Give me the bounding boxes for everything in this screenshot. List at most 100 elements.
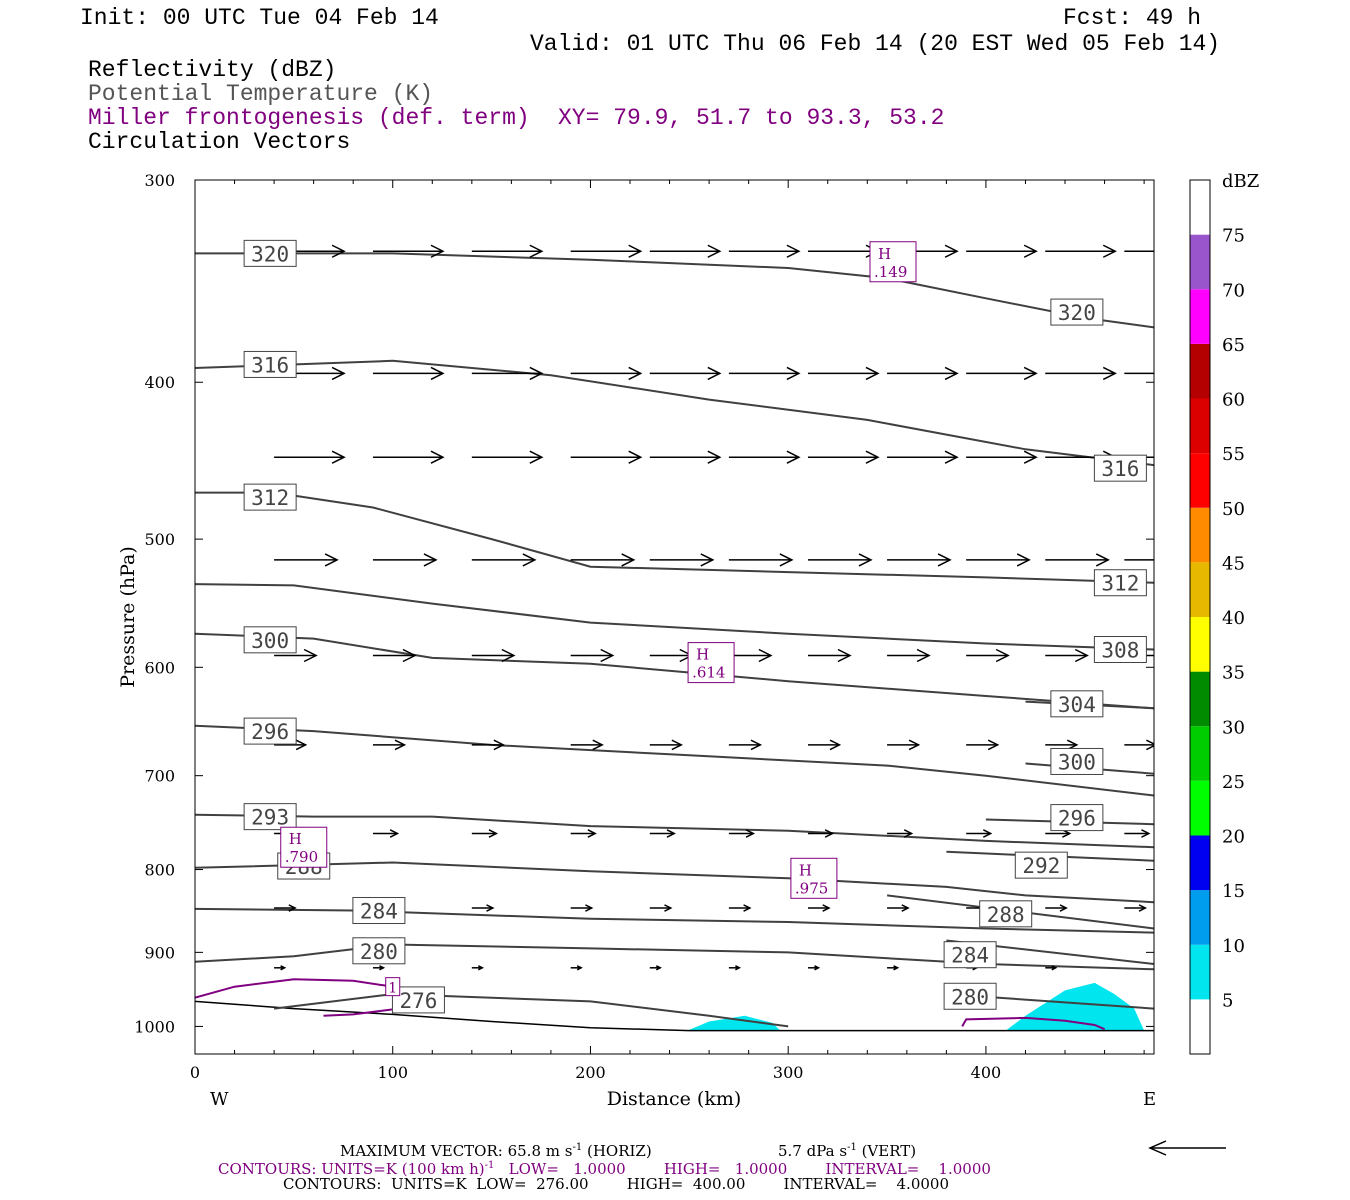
circulation-vector-head <box>743 904 752 912</box>
theta-label-box <box>243 483 297 511</box>
circulation-vector <box>274 553 339 567</box>
colorbar-segment <box>1190 835 1210 891</box>
frontogenesis-high-value: .975 <box>795 879 828 897</box>
theta-label-316: 316 <box>1093 454 1147 482</box>
footer-vert-tail: (VERT) <box>856 1142 917 1160</box>
circulation-vector <box>807 366 880 381</box>
circulation-vector-head <box>901 904 910 912</box>
field-circulation-vectors: Circulation Vectors <box>88 129 351 155</box>
frontogenesis-high-letter: H <box>799 861 812 879</box>
colorbar-level-label: 35 <box>1222 663 1245 684</box>
circulation-vector <box>807 450 880 464</box>
axis-end-east: E <box>1143 1089 1156 1110</box>
circulation-vector <box>649 739 683 751</box>
circulation-vector <box>966 648 1010 663</box>
frontogenesis-high-box <box>869 241 917 283</box>
circulation-vector <box>807 648 852 663</box>
circulation-vector-head <box>529 244 544 258</box>
footer-vert-sup: -1 <box>847 1142 857 1153</box>
y-tick-label: 500 <box>144 530 175 549</box>
colorbar-level-label: 30 <box>1222 717 1245 738</box>
circulation-vector-head <box>576 965 583 971</box>
circulation-vector-head <box>430 366 445 381</box>
frontogenesis-high-box <box>280 826 328 868</box>
colorbar-segment <box>1190 726 1210 781</box>
circulation-vector <box>471 244 544 258</box>
circulation-vector <box>570 366 643 381</box>
circulation-vector-head <box>982 829 993 838</box>
circulation-vector-head <box>916 648 931 663</box>
y-tick-label: 600 <box>144 658 175 677</box>
circulation-vector-head <box>280 965 287 971</box>
circulation-vector <box>372 366 445 381</box>
theta-contour-300 <box>195 632 1154 710</box>
theta-label-box <box>1050 804 1104 832</box>
theta-label-text: 300 <box>251 629 289 653</box>
colorbar-level-label: 55 <box>1222 444 1245 465</box>
circulation-vector <box>1124 739 1154 751</box>
circulation-vector-head <box>1102 366 1117 381</box>
circulation-vector-head <box>389 829 400 838</box>
theta-label-box <box>352 897 406 925</box>
circulation-vector <box>649 648 694 663</box>
circulation-vector-head <box>829 739 842 751</box>
circulation-vector <box>887 904 910 912</box>
frontogenesis-high-0: H.149 <box>869 241 917 283</box>
reflectivity-area-0 <box>687 1015 781 1031</box>
circulation-vector-head <box>379 965 386 971</box>
circulation-vector-head <box>944 450 959 464</box>
circulation-vector-head <box>735 965 742 971</box>
circulation-vector-head <box>288 904 297 912</box>
circulation-vector-head <box>666 829 676 838</box>
circulation-vector <box>570 553 636 567</box>
theta-label-text: 296 <box>251 720 289 744</box>
theta-label-box <box>1050 298 1104 326</box>
colorbar-segment <box>1190 944 1210 1000</box>
theta-label-box <box>943 982 997 1010</box>
circulation-vector-head <box>529 450 544 464</box>
theta-contour-276 <box>273 993 789 1028</box>
field-potential-temperature: Potential Temperature (K) <box>88 81 434 107</box>
circulation-vector-head <box>402 648 417 663</box>
circulation-vector-head <box>786 450 801 464</box>
circulation-vector-head <box>908 739 921 751</box>
circulation-vector-head <box>779 553 794 567</box>
circulation-vector <box>1045 366 1117 381</box>
theta-label-box <box>243 350 297 378</box>
theta-contour-284 <box>195 907 1154 934</box>
circulation-vector-head <box>621 553 636 567</box>
circulation-vector-head <box>331 366 346 381</box>
forecast-hour: Fcst: 49 h <box>1063 5 1202 31</box>
circulation-vector-head <box>671 739 683 751</box>
circulation-vector <box>807 553 873 567</box>
theta-label-box <box>1050 747 1104 775</box>
frontogenesis-label-box <box>385 977 401 997</box>
circulation-vector-head <box>700 553 715 567</box>
circulation-vector-head <box>493 739 506 751</box>
colorbar-segment <box>1190 289 1210 344</box>
circulation-vector <box>887 829 914 838</box>
theta-label-316: 316 <box>243 350 297 378</box>
circulation-vector-head <box>303 648 318 663</box>
frontogenesis-high-letter: H <box>696 646 709 664</box>
circulation-vector <box>1045 553 1110 567</box>
theta-label-box <box>243 239 297 267</box>
circulation-vector <box>807 244 880 258</box>
theta-label-text: 308 <box>1101 639 1139 663</box>
circulation-vector <box>649 244 722 258</box>
circulation-vector-head <box>592 739 604 751</box>
y-tick-label: 1000 <box>134 1017 175 1036</box>
circulation-vector <box>807 739 842 751</box>
footer-contours1-text: CONTOURS: UNITS=K (100 km h) <box>218 1160 485 1178</box>
circulation-vector-head <box>786 244 801 258</box>
colorbar-level-label: 50 <box>1222 499 1245 520</box>
cross-section-xy: XY= 79.9, 51.7 to 93.3, 53.2 <box>558 105 945 131</box>
circulation-vector <box>274 965 287 971</box>
theta-label-text: 316 <box>251 353 289 377</box>
circulation-vector <box>966 244 1038 258</box>
circulation-vector-head <box>628 244 643 258</box>
theta-label-box <box>1093 636 1147 664</box>
theta-label-288: 288 <box>979 900 1033 928</box>
theta-label-text: 300 <box>1058 750 1096 774</box>
circulation-vector-head <box>529 366 544 381</box>
